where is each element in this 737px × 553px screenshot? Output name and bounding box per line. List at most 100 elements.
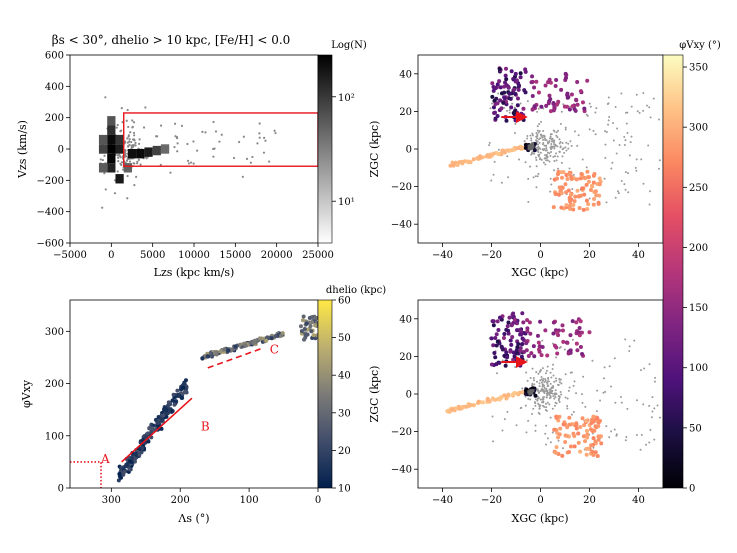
panel-a-point <box>232 156 236 160</box>
panel-b-field-point <box>508 109 511 112</box>
panel-b-point <box>521 106 526 111</box>
panel-b-field-point <box>531 134 534 137</box>
panel-d-point <box>568 444 573 449</box>
panel-b-point <box>490 81 495 86</box>
panel-b-point <box>571 202 576 207</box>
panel-c-point <box>122 469 127 474</box>
panel-b-field-point <box>588 197 591 200</box>
panel-d-field-point <box>549 371 552 374</box>
panel-b-field-point <box>561 155 564 158</box>
panel-d-field-point <box>572 410 575 413</box>
panel-a-density-cell <box>98 144 108 154</box>
panel-a-point <box>214 130 218 133</box>
panel-b-field-point <box>488 144 491 147</box>
panel-d-point <box>510 334 515 339</box>
panel-c-point <box>313 323 318 328</box>
panel-d-field-point <box>603 377 606 380</box>
panel-b-point <box>499 106 504 111</box>
panel-d-field-point <box>549 416 552 419</box>
panel-c-xtick-label: 300 <box>102 495 121 506</box>
panel-c-point <box>180 395 185 400</box>
panel-a-point <box>212 120 215 124</box>
panel-b-field-point <box>536 125 539 128</box>
panel-a-point <box>117 156 120 159</box>
panel-b-field-point <box>592 129 595 132</box>
panel-b-point <box>511 147 516 152</box>
panel-b-field-point <box>585 166 588 169</box>
panel-d-point <box>533 393 538 398</box>
panel-a-point <box>130 140 133 144</box>
panel-b-field-point <box>558 142 561 145</box>
panel-b-point <box>552 105 557 110</box>
panel-a-point <box>127 144 130 148</box>
panel-c-annotation-line <box>121 397 193 463</box>
panel-b-point <box>513 91 518 96</box>
panel-a-point <box>242 135 245 138</box>
panel-a-point <box>173 145 176 149</box>
panel-d-field-point <box>552 395 555 398</box>
panel-d-point <box>508 349 513 354</box>
panel-a-point <box>121 168 125 171</box>
panel-d-point <box>491 323 496 328</box>
panel-d-field-point <box>542 377 545 380</box>
panel-d-field-point <box>540 378 543 381</box>
panel-c-point <box>172 402 177 407</box>
panel-c-xtick-label: 0 <box>315 495 321 506</box>
panel-d-point <box>518 327 523 332</box>
panel-d-point <box>567 415 572 420</box>
panel-a-point <box>130 144 133 147</box>
panel-b-field-point <box>642 91 645 94</box>
panel-d-point <box>526 354 531 359</box>
panel-d-point <box>595 416 600 421</box>
panel-a-point <box>176 150 179 153</box>
panel-d-point <box>577 326 582 331</box>
panel-b-ytick-label: −40 <box>391 220 412 231</box>
panel-d-ytick-label: 0 <box>406 390 412 401</box>
panel-d-point <box>515 345 520 350</box>
panel-d-point <box>453 406 458 411</box>
panel-d-point <box>514 348 519 353</box>
panel-d-field-point <box>548 393 551 396</box>
panel-b-field-point <box>534 156 537 159</box>
panel-d-point <box>494 343 499 348</box>
panel-d-point <box>557 432 562 437</box>
panel-c-xtick-label: 200 <box>171 495 190 506</box>
panel-a-point <box>251 155 254 159</box>
panel-a-point <box>144 106 147 109</box>
panel-d-point <box>574 320 579 325</box>
panel-b-field-point <box>564 146 567 149</box>
panel-d-field-point <box>531 367 534 370</box>
panel-d-point <box>591 428 596 433</box>
panel-c-point <box>264 338 269 343</box>
panel-b-field-point <box>627 191 630 194</box>
panel-b-point <box>517 83 522 88</box>
panel-b-point <box>513 108 518 113</box>
panel-d-field-point <box>648 404 651 407</box>
panel-a: βs < 30°, dhelio > 10 kpc, [Fe/H] < 0.0 … <box>16 33 367 279</box>
panel-b-point <box>515 112 520 117</box>
panel-d-field-point <box>543 386 546 389</box>
panel-b-field-point <box>529 134 532 137</box>
phi-colorbar-tick-label: 50 <box>689 423 702 434</box>
panel-b-xtick-label: 0 <box>537 250 543 261</box>
panel-d-frame <box>417 299 664 489</box>
panel-b-point <box>496 152 501 157</box>
panel-c-point <box>200 356 205 361</box>
panel-b-point <box>498 98 503 103</box>
panel-d-field-point <box>555 356 558 359</box>
panel-b-point <box>521 118 526 123</box>
panel-b-ytick-label: 20 <box>399 107 412 118</box>
panel-b-field-point <box>559 141 562 144</box>
panel-b-field-point <box>635 169 638 172</box>
panel-a-point <box>249 161 252 164</box>
panel-a-density-cell <box>107 134 116 145</box>
panel-b-field-point <box>514 122 517 125</box>
panel-c-point <box>304 321 309 326</box>
panel-d-point <box>552 427 557 432</box>
panel-b-point <box>572 199 577 204</box>
panel-a-point <box>139 163 142 166</box>
panel-a-point <box>133 134 136 137</box>
panel-a-ytick-label: 400 <box>45 82 64 93</box>
panel-d-field-point <box>566 397 569 400</box>
panel-d-field-point <box>537 395 540 398</box>
